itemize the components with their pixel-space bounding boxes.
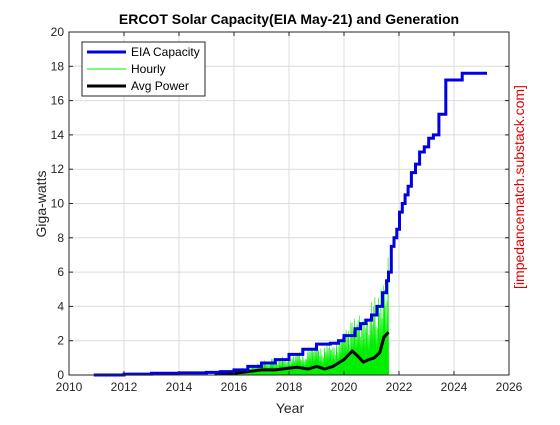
series-avg-power-line	[214, 331, 390, 376]
y-tick-label: 12	[51, 162, 65, 176]
series-eia-capacity-line	[93, 71, 487, 377]
y-tick-label: 20	[51, 25, 65, 39]
y-tick-label: 4	[57, 299, 64, 313]
right-watermark-label: [impedancematch.substack.com]	[511, 85, 527, 289]
y-tick-label: 8	[57, 231, 64, 245]
x-tick-label: 2014	[166, 380, 193, 394]
y-axis-label: Giga-watts	[33, 171, 49, 238]
plot-area: 2010 2012 2014 2016 2018 2020 2022 2024 20260246…	[51, 25, 523, 394]
chart-title: ERCOT Solar Capacity(EIA May-21) and Gen…	[119, 11, 459, 27]
x-tick-label: 2026	[496, 380, 523, 394]
y-tick-label: 16	[51, 94, 65, 108]
x-tick-label: 2024	[441, 380, 468, 394]
y-tick-label: 0	[57, 368, 64, 382]
legend-label: EIA Capacity	[131, 45, 200, 59]
x-tick-label: 2010	[56, 380, 83, 394]
y-tick-label: 6	[57, 265, 64, 279]
x-tick-label: 2016	[221, 380, 248, 394]
x-tick-label: 2012	[111, 380, 138, 394]
x-axis-label: Year	[276, 400, 305, 416]
y-tick-label: 14	[51, 128, 65, 142]
legend-label: Avg Power	[131, 79, 189, 93]
x-tick-label: 2018	[276, 380, 303, 394]
y-tick-label: 10	[51, 197, 65, 211]
y-tick-label: 18	[51, 59, 65, 73]
y-tick-label: 2	[57, 334, 64, 348]
x-tick-label: 2022	[386, 380, 413, 394]
legend: EIA Capacity Hourly Avg Power	[81, 41, 206, 97]
x-tick-label: 2020	[331, 380, 358, 394]
legend-label: Hourly	[131, 62, 166, 76]
